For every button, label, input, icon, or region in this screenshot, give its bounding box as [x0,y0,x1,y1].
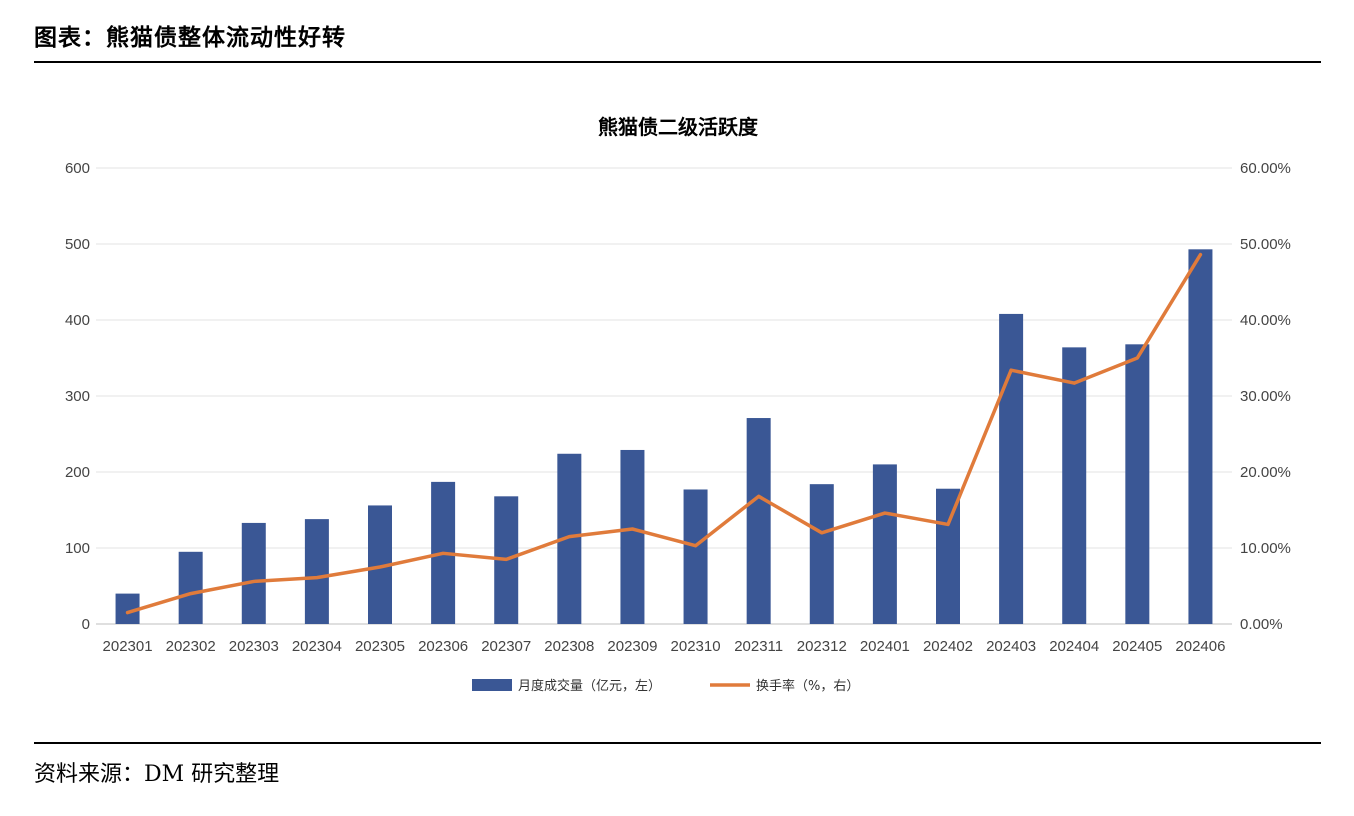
bar [746,418,771,624]
line-point [820,531,824,535]
chart-title: 熊猫债二级活跃度 [598,115,759,139]
line-point [1009,368,1013,372]
chart: 熊猫债二级活跃度 0 100 200 300 400 500 600 0.00% 10.00%… [65,115,1291,694]
line-point [126,611,130,615]
line-point [252,579,256,583]
line-point [504,557,508,561]
line-point [1198,253,1202,257]
y-axis-right: 0.00% 10.00% 20.00% 30.00% 40.00% 50.00% 60.00… [1240,160,1291,633]
bar [1188,249,1213,624]
y-right-tick-label: 40.00% [1240,312,1291,329]
x-tick-label: 202308 [544,638,594,655]
x-tick-label: 202303 [229,638,279,655]
line-point [883,511,887,515]
x-tick-label: 202312 [797,638,847,655]
bar [178,551,203,624]
line-point [567,535,571,539]
line-point [1072,381,1076,385]
y-right-tick-label: 30.00% [1240,388,1291,405]
bar [304,519,329,624]
bar [1062,347,1087,624]
legend-label-line: 换手率（%，右） [756,678,859,694]
x-axis: 202301 202302 202303 202304 202305 202306 2023… [103,638,1226,655]
x-tick-label: 202402 [923,638,973,655]
source-note: 资料来源：DM 研究整理 [34,762,280,787]
bar [683,489,708,624]
bar-series [115,249,1213,624]
x-tick-label: 202309 [607,638,657,655]
bar [999,313,1024,624]
legend: 月度成交量（亿元，左） 换手率（%，右） [472,678,859,694]
line-series [125,252,1203,615]
figure-title: 图表：熊猫债整体流动性好转 [34,24,346,51]
x-tick-label: 202401 [860,638,910,655]
bottom-rule [34,742,1321,744]
x-tick-label: 202302 [166,638,216,655]
line-point [630,527,634,531]
x-tick-label: 202311 [734,638,783,655]
x-tick-label: 202301 [103,638,153,655]
y-right-tick-label: 50.00% [1240,236,1291,253]
y-right-tick-label: 60.00% [1240,160,1291,177]
y-left-tick-label: 300 [65,388,90,405]
bar [936,488,960,624]
x-tick-label: 202304 [292,638,342,655]
y-left-tick-label: 400 [65,312,90,329]
y-right-tick-label: 20.00% [1240,464,1291,481]
y-left-tick-label: 500 [65,236,90,253]
y-right-tick-label: 0.00% [1240,616,1283,633]
y-left-tick-label: 200 [65,464,90,481]
line-point [757,494,761,498]
line-point [315,576,319,580]
x-tick-label: 202305 [355,638,405,655]
legend-swatch-bar [472,679,512,691]
x-tick-label: 202404 [1049,638,1099,655]
y-left-tick-label: 100 [65,540,90,557]
gridlines [96,167,1232,625]
bar [872,464,897,624]
top-rule [34,61,1321,63]
y-left-tick-label: 600 [65,160,90,177]
bar [241,522,266,624]
y-left-tick-label: 0 [82,616,90,633]
line-path [125,252,1203,615]
x-tick-label: 202310 [671,638,721,655]
x-tick-label: 202307 [481,638,531,655]
line-point [441,551,445,555]
x-tick-label: 202403 [986,638,1036,655]
x-tick-label: 202405 [1112,638,1162,655]
x-tick-label: 202306 [418,638,468,655]
line-point [378,565,382,569]
line-point [946,522,950,526]
y-right-tick-label: 10.00% [1240,540,1291,557]
bar [1125,344,1150,624]
line-point [1135,356,1139,360]
x-tick-label: 202406 [1175,638,1225,655]
legend-label-bar: 月度成交量（亿元，左） [518,678,661,694]
bar [620,449,645,624]
y-axis-left: 0 100 200 300 400 500 600 [65,160,90,633]
bar [809,484,834,624]
line-point [189,592,193,596]
line-point [694,544,698,548]
